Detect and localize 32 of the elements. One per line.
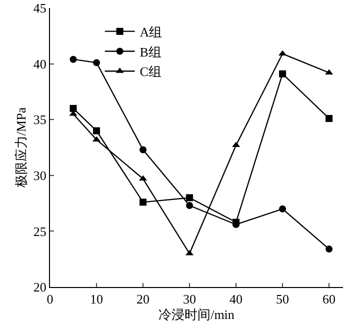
point xyxy=(140,198,147,206)
point xyxy=(326,114,333,122)
x-tick-label: 50 xyxy=(276,292,290,307)
point xyxy=(93,127,100,134)
x-tick-label: 40 xyxy=(230,292,243,307)
y-tick-label: 30 xyxy=(33,168,46,183)
y-tick-label: 20 xyxy=(33,280,46,295)
point xyxy=(186,194,194,202)
point xyxy=(279,70,286,78)
legend-label: C组 xyxy=(140,64,162,80)
point xyxy=(93,59,100,66)
y-tick-label: 40 xyxy=(33,56,46,72)
point xyxy=(70,56,77,63)
x-tick-label: 10 xyxy=(90,292,104,307)
point xyxy=(140,146,147,154)
point xyxy=(278,50,287,56)
y-tick-label: 45 xyxy=(33,0,46,16)
point xyxy=(279,205,286,212)
legend-label: B组 xyxy=(140,44,162,60)
point xyxy=(186,202,194,210)
y-tick-label: 35 xyxy=(33,112,46,128)
y-tick-label: 25 xyxy=(33,224,46,239)
x-tick-label: 20 xyxy=(136,292,150,307)
x-tick-label: 30 xyxy=(183,292,196,307)
x-axis-title: 冷浸时间/min xyxy=(158,307,235,322)
point xyxy=(70,104,77,112)
x-tick-label: 0 xyxy=(46,292,54,307)
point xyxy=(232,218,240,226)
legend-label: A组 xyxy=(140,24,162,40)
y-axis-title: 极限应力/MPa xyxy=(13,107,28,189)
x-tick-label: 60 xyxy=(322,292,336,307)
point xyxy=(326,246,333,253)
